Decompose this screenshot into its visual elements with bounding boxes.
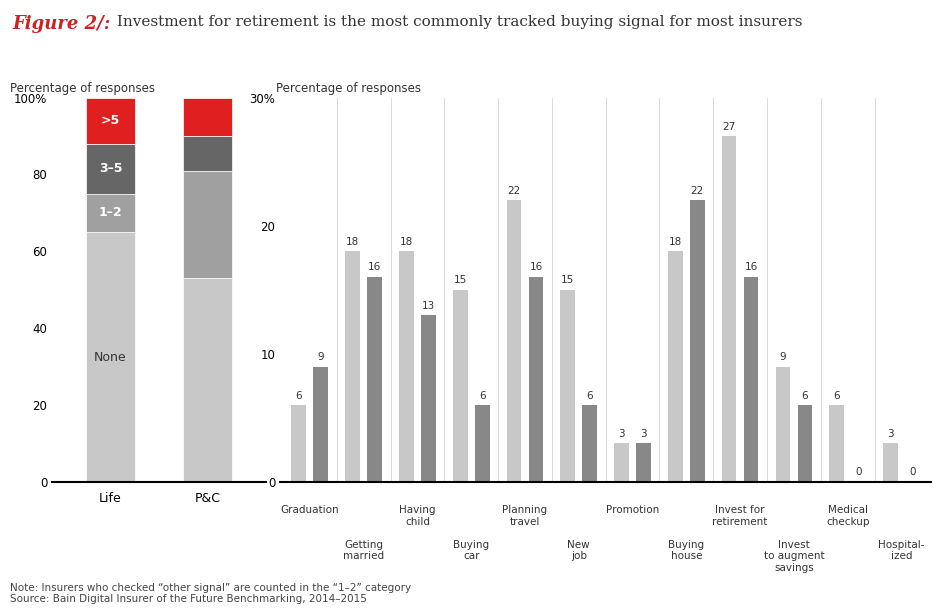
Bar	[582, 405, 597, 482]
Bar	[292, 405, 306, 482]
Text: Buying
house: Buying house	[668, 540, 704, 561]
Text: 1–2: 1–2	[99, 206, 123, 220]
Bar	[744, 277, 758, 482]
Bar	[668, 251, 683, 482]
Text: 0: 0	[855, 467, 862, 478]
Bar	[368, 277, 382, 482]
Text: 22: 22	[507, 185, 521, 196]
Bar	[421, 315, 436, 482]
Text: 6: 6	[586, 390, 593, 401]
Bar	[829, 405, 844, 482]
Bar	[636, 443, 651, 482]
Text: 3: 3	[618, 429, 625, 439]
Bar	[86, 232, 135, 482]
Text: 0: 0	[909, 467, 916, 478]
Bar	[86, 194, 135, 232]
Text: 3–5: 3–5	[99, 162, 123, 175]
Text: Getting
married: Getting married	[343, 540, 384, 561]
Bar	[615, 443, 629, 482]
Text: None: None	[94, 351, 127, 364]
Text: 22: 22	[691, 185, 704, 196]
Text: 6: 6	[802, 390, 808, 401]
Bar	[884, 443, 898, 482]
Text: Percentage of responses: Percentage of responses	[10, 82, 155, 95]
Bar	[86, 98, 135, 144]
Text: 13: 13	[422, 301, 435, 311]
Bar	[475, 405, 489, 482]
Text: Note: Insurers who checked “other signal” are counted in the “1–2” category
Sour: Note: Insurers who checked “other signal…	[10, 583, 410, 604]
Bar	[183, 278, 232, 482]
Bar	[775, 367, 790, 482]
Text: 6: 6	[479, 390, 485, 401]
Bar	[506, 200, 522, 482]
Bar	[690, 200, 705, 482]
Text: 16: 16	[745, 262, 758, 273]
Text: Share of firms that track customer buying signals: Share of firms that track customer buyin…	[410, 70, 801, 83]
Text: Medical
checkup: Medical checkup	[826, 505, 869, 526]
Text: 6: 6	[295, 390, 302, 401]
Text: 18: 18	[669, 237, 682, 247]
Bar	[86, 144, 135, 194]
Text: Promotion: Promotion	[606, 505, 659, 515]
Bar	[560, 290, 575, 482]
Text: 15: 15	[561, 275, 575, 285]
Text: 6: 6	[833, 390, 840, 401]
Bar	[722, 136, 736, 482]
Text: 16: 16	[368, 262, 381, 273]
Text: Graduation: Graduation	[280, 505, 339, 515]
Text: Investment for retirement is the most commonly tracked buying signal for most in: Investment for retirement is the most co…	[112, 15, 803, 29]
Bar	[399, 251, 413, 482]
Bar	[314, 367, 328, 482]
Text: Figure 2/:: Figure 2/:	[12, 15, 111, 34]
Text: 9: 9	[317, 352, 324, 362]
Text: Invest
to augment
savings: Invest to augment savings	[764, 540, 825, 573]
Text: Invest for
retirement: Invest for retirement	[712, 505, 768, 526]
Text: >5: >5	[101, 114, 120, 127]
Text: 3: 3	[640, 429, 647, 439]
Text: 15: 15	[453, 275, 466, 285]
Text: Hospital-
ized: Hospital- ized	[878, 540, 924, 561]
Bar	[453, 290, 467, 482]
Text: New
job: New job	[567, 540, 590, 561]
Text: 18: 18	[400, 237, 413, 247]
Text: 16: 16	[529, 262, 542, 273]
Bar	[183, 171, 232, 278]
Text: 27: 27	[722, 121, 735, 132]
Bar	[345, 251, 360, 482]
Text: Number of customer buying signals
tracked using new technologies: Number of customer buying signals tracke…	[28, 64, 252, 88]
Bar	[183, 98, 232, 136]
Text: 9: 9	[780, 352, 787, 362]
Text: 18: 18	[346, 237, 359, 247]
Bar	[183, 136, 232, 171]
Text: Buying
car: Buying car	[453, 540, 489, 561]
Text: Planning
travel: Planning travel	[503, 505, 547, 526]
Bar	[528, 277, 543, 482]
Text: Percentage of responses: Percentage of responses	[276, 82, 421, 95]
Text: Having
child: Having child	[399, 505, 436, 526]
Bar	[798, 405, 812, 482]
Text: 3: 3	[887, 429, 894, 439]
